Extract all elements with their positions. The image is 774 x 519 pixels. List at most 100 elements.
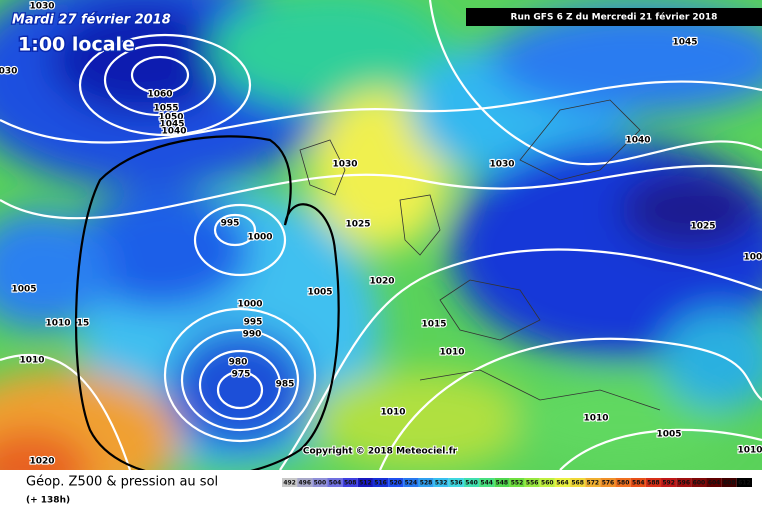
scale-swatch — [327, 478, 343, 487]
isobar-label: 1005 — [11, 285, 36, 295]
scale-label: 604 — [708, 480, 721, 487]
scale-swatch — [600, 478, 616, 487]
scale-swatch — [721, 478, 737, 487]
isobar-label: 1010 — [737, 446, 762, 456]
hand-drawn-outline — [74, 135, 340, 470]
isobar-label: 980 — [229, 358, 248, 368]
isobar-label: 1010 — [583, 414, 608, 424]
scale-swatch — [357, 478, 373, 487]
scale-label: 544 — [480, 480, 493, 487]
scale-swatch — [403, 478, 419, 487]
forecast-date: Mardi 27 février 2018 — [12, 13, 171, 28]
isobar-label: 1020 — [29, 457, 54, 467]
isobar-label: 1015 — [421, 320, 446, 330]
scale-swatch — [388, 478, 404, 487]
scale-swatch — [494, 478, 510, 487]
scale-swatch — [661, 478, 677, 487]
isobar-label: 1010 — [45, 319, 70, 329]
scale-swatch — [615, 478, 631, 487]
scale-label: 612 — [738, 480, 751, 487]
isobar-label: 1055 — [153, 104, 178, 114]
isobar-label: 1005 — [743, 253, 768, 263]
scale-swatch — [676, 478, 692, 487]
isobar-label: 1025 — [690, 222, 715, 232]
footer — [0, 470, 762, 515]
scale-label: 492 — [283, 480, 296, 487]
scale-swatch — [479, 478, 495, 487]
color-scale: 492 496 500 504 508 512 516 520 524 528 532 536 540 5… — [282, 478, 752, 487]
scale-label: 516 — [374, 480, 387, 487]
scale-label: 596 — [678, 480, 691, 487]
isobar-label: 985 — [276, 380, 295, 390]
scale-label: 496 — [298, 480, 311, 487]
scale-label: 540 — [465, 480, 478, 487]
scale-swatch — [342, 478, 358, 487]
scale-label: 504 — [329, 480, 342, 487]
scale-swatch — [312, 478, 328, 487]
copyright: Copyright © 2018 Meteociel.fr — [303, 447, 458, 457]
scale-label: 552 — [511, 480, 524, 487]
isobar-label: 1005 — [656, 430, 681, 440]
scale-label: 608 — [723, 480, 736, 487]
scale-swatch — [691, 478, 707, 487]
scale-label: 528 — [420, 480, 433, 487]
scale-swatch — [372, 478, 389, 487]
scale-swatch — [524, 478, 540, 487]
isobar-label: 1060 — [147, 90, 172, 100]
scale-label: 532 — [435, 480, 448, 487]
run-info: Run GFS 6 Z du Mercredi 21 février 2018 — [511, 12, 718, 23]
scale-label: 572 — [587, 480, 600, 487]
scale-swatch — [539, 478, 555, 487]
isobar-label: 1025 — [345, 220, 370, 230]
isobar-label: 995 — [244, 318, 263, 328]
isobar-labels: 1030030106010551050104510401030104510401… — [0, 0, 768, 467]
isobar-label: 1050 — [158, 113, 183, 123]
scale-label: 524 — [405, 480, 418, 487]
scale-label: 600 — [693, 480, 706, 487]
right-margin — [762, 0, 774, 515]
scale-swatch — [297, 478, 313, 487]
isobar-label: 030 — [0, 67, 17, 77]
isobar-label: 15 — [77, 319, 90, 329]
isobar-label: 1005 — [307, 288, 332, 298]
forecast-time: 1:00 locale — [18, 34, 135, 56]
scale-swatch — [509, 478, 525, 487]
scale-label: 512 — [359, 480, 372, 487]
scale-label: 508 — [344, 480, 357, 487]
scale-label: 548 — [496, 480, 509, 487]
scale-label: 568 — [571, 480, 584, 487]
run-box — [466, 8, 762, 26]
scale-swatch — [282, 478, 298, 487]
scale-label: 560 — [541, 480, 554, 487]
isobar-label: 1010 — [439, 348, 464, 358]
scale-swatch — [630, 478, 646, 487]
isobar-label: 1040 — [625, 136, 650, 146]
isobar-label: 995 — [221, 219, 240, 229]
scale-label: 536 — [450, 480, 463, 487]
scale-swatch — [433, 478, 449, 487]
scale-swatch — [706, 478, 722, 487]
isobar-label: 1030 — [332, 160, 357, 170]
scale-label: 500 — [314, 480, 327, 487]
isobar-label: 1040 — [161, 127, 186, 137]
scale-label: 564 — [556, 480, 569, 487]
scale-swatch — [736, 478, 752, 487]
scale-swatch — [418, 478, 434, 487]
isobar-label: 1030 — [489, 160, 514, 170]
scale-swatch — [645, 478, 662, 487]
scale-label: 588 — [647, 480, 660, 487]
isobar-label: 1045 — [672, 38, 697, 48]
isobar-label: 1030 — [29, 2, 54, 12]
scale-swatch — [463, 478, 480, 487]
scale-label: 592 — [662, 480, 675, 487]
scale-label: 580 — [617, 480, 630, 487]
scale-swatch — [448, 478, 464, 487]
isobar-label: 1010 — [19, 356, 44, 366]
scale-label: 584 — [632, 480, 645, 487]
isobars — [0, 0, 762, 470]
isobar-label: 1000 — [247, 233, 272, 243]
scale-swatch — [554, 478, 571, 487]
footer-title: Géop. Z500 & pression au sol — [26, 475, 218, 490]
